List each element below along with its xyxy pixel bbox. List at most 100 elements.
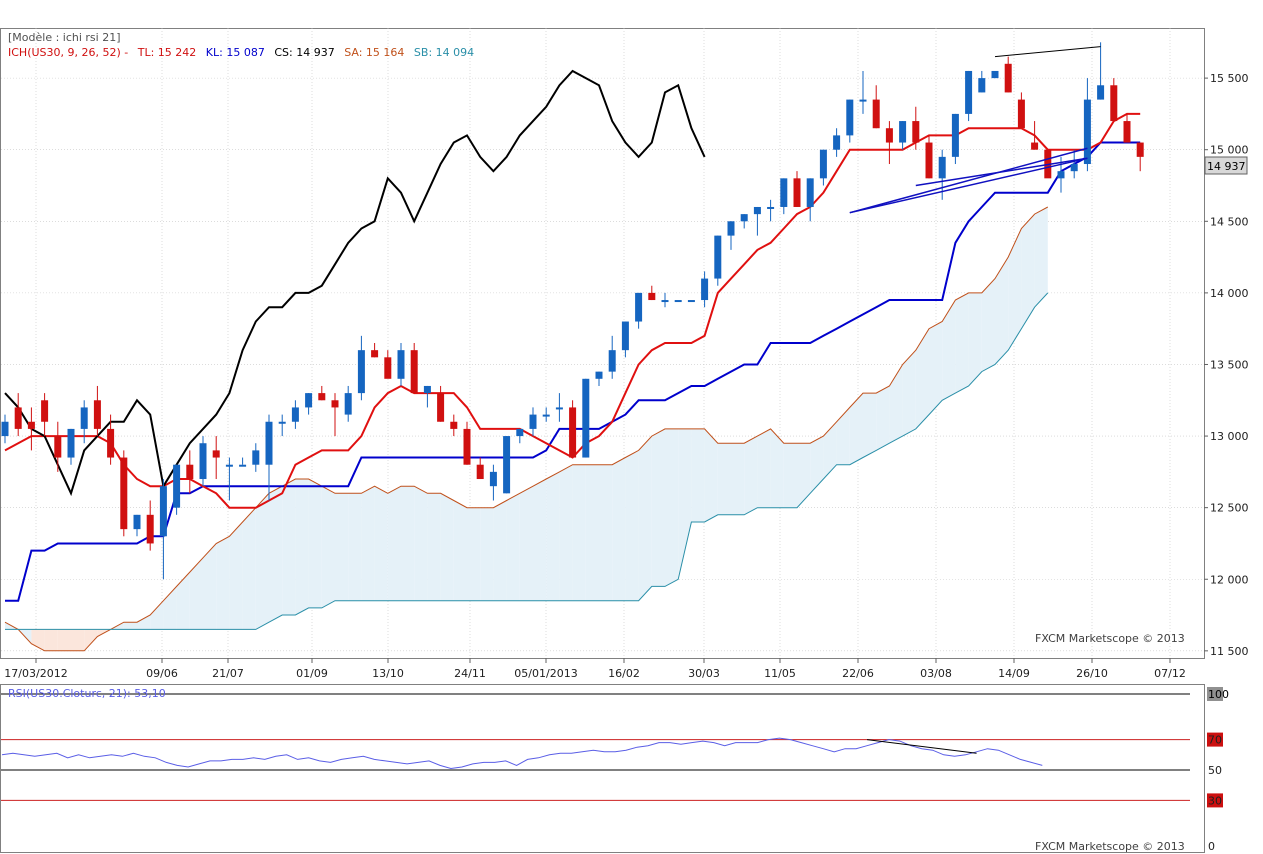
cloud-segment [414,486,428,601]
cloud-segment [810,436,824,494]
watermark-rsi: FXCM Marketscope © 2013 [1035,840,1185,853]
cloud-segment [585,464,599,601]
cloud-segment [757,428,771,508]
kumo-cloud [4,206,1049,652]
candle-body [225,464,233,467]
cloud-segment [863,393,877,458]
candle-body [740,214,748,222]
trend-line [849,157,1088,214]
cloud-segment [255,493,269,630]
y-tick-label: 12 000 [1210,573,1249,586]
candle-body [1004,63,1012,93]
y-tick-label: 13 500 [1210,358,1249,371]
senkou-span-a-line [4,206,1049,652]
cloud-segment [995,257,1009,365]
price-tag-box [1204,156,1248,175]
trend-lines [849,46,1101,214]
price-axis: 11 500 12 000 12 500 13 000 13 500 14 000 14 5… [1204,72,1249,658]
candle-body [780,178,788,207]
rsi-trend-line [866,739,977,754]
cloud-segment [282,479,296,616]
cloud-segment [361,486,375,601]
cloud-segment [493,500,507,601]
y-tick-label: 15 000 [1210,144,1249,157]
cloud-segment [335,493,349,601]
rsi-tick-box [1207,687,1223,701]
sa-value: SA: 15 164 [344,46,404,59]
candle-body [859,99,867,102]
cloud-segment [546,471,560,601]
cloud-segment [665,428,679,587]
rsi-panel: 100 70 50 30 0 [1,687,1229,853]
cloud-segment [427,493,441,601]
candle-body [569,407,577,458]
x-tick-label: 21/07 [212,667,244,680]
candle-body [978,78,986,93]
cloud-segment [519,486,533,601]
cloud-segment [823,421,837,480]
candle-body [384,357,392,379]
x-tick-label: 22/06 [842,667,874,680]
cs-value: CS: 14 937 [274,46,334,59]
y-tick-label: 14 000 [1210,287,1249,300]
cloud-segment [123,622,137,630]
candle-body [925,142,933,179]
x-tick-label: 17/03/2012 [4,667,67,680]
cloud-segment [467,507,481,601]
cloud-segment [387,486,401,601]
trend-line [849,147,1088,214]
date-axis: 17/03/2012 09/06 21/07 01/09 13/10 24/11 05/01… [4,658,1186,680]
candle-body [674,300,682,303]
candle-body [252,450,260,465]
candle-body [516,428,524,437]
candle-body [753,206,761,215]
candle-body [965,70,973,114]
cloud-segment [150,600,164,630]
candle-body [885,128,893,143]
candle-body [661,300,669,303]
candle-body [331,400,339,408]
candle-body [951,113,959,157]
candle-body [1083,99,1091,165]
rsi-tick-box [1207,793,1223,808]
y-tick-label: 13 000 [1210,430,1249,443]
candle-body [806,178,814,207]
candle-body [489,471,497,487]
x-tick-label: 07/12 [1154,667,1186,680]
candle-body [793,178,801,207]
cloud-segment [57,629,71,651]
candle-body [687,300,695,303]
candle-body [265,421,273,465]
rsi-line [1,737,1043,770]
cloud-segment [559,464,573,601]
cloud-segment [295,479,309,616]
candle-body [912,121,920,143]
cloud-segment [836,407,850,465]
candle-body [595,371,603,379]
candle-body [1057,171,1065,179]
indicator-legend: ICH(US30, 9, 26, 52) - TL: 15 242 KL: 15… [8,46,474,59]
cloud-segment [44,629,58,651]
candle-body [582,378,590,458]
candle-body [529,414,537,429]
cloud-segment [506,493,520,601]
cloud-segment [572,464,586,601]
x-tick-label: 26/10 [1076,667,1108,680]
cloud-segment [744,436,758,515]
candle-body [621,321,629,351]
candle-body [1123,121,1131,143]
cloud-segment [533,479,547,601]
cloud-segment [453,500,467,601]
cloud-segment [731,443,745,515]
cloud-segment [651,428,665,587]
x-tick-label: 05/01/2013 [514,667,577,680]
cloud-segment [889,364,903,444]
rsi-tick-label: 50 [1208,764,1222,777]
cloud-segment [440,493,454,601]
cloud-segment [137,615,151,630]
candle-body [278,421,286,424]
candle-body [833,135,841,150]
x-tick-label: 03/08 [920,667,952,680]
candle-body [357,350,365,394]
